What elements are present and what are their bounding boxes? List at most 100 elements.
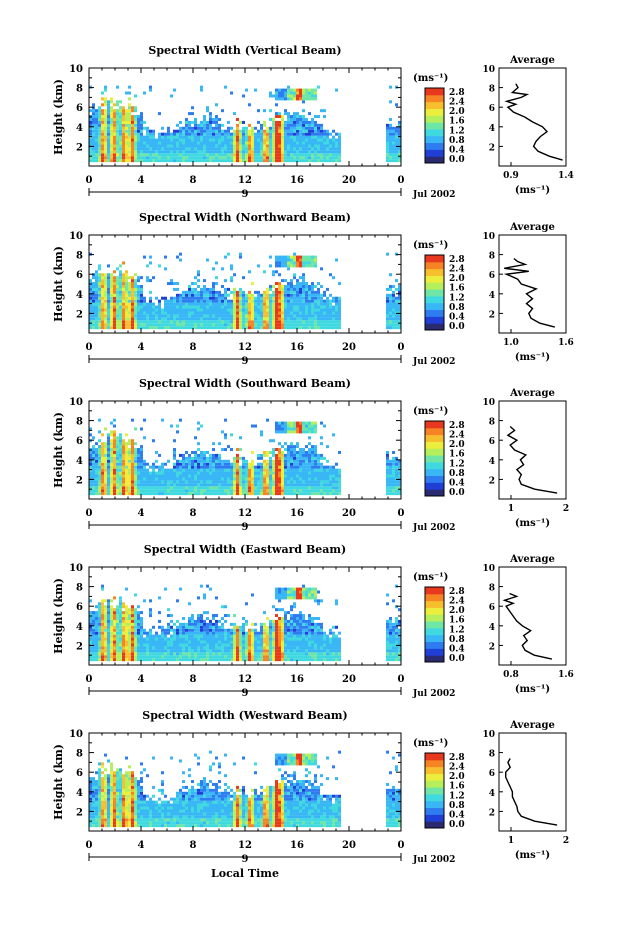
heatmap-cell: [134, 480, 137, 484]
heatmap-cell: [110, 115, 113, 119]
heatmap-cell: [104, 85, 107, 89]
heatmap-cell: [146, 640, 149, 644]
heatmap-cell: [317, 489, 320, 493]
heatmap-cell: [311, 120, 314, 124]
heatmap-cell: [152, 468, 155, 472]
heatmap-cell: [197, 296, 200, 300]
colorbar-tick-label: 2.8: [449, 88, 465, 98]
heatmap-cell: [107, 486, 110, 490]
heatmap-cell: [284, 459, 287, 463]
heatmap-cell: [218, 465, 221, 469]
heatmap-cell: [281, 421, 284, 425]
heatmap-cell: [173, 156, 176, 160]
heatmap-cell: [209, 462, 212, 466]
heatmap-cell: [245, 153, 248, 157]
heatmap-cell: [119, 115, 122, 119]
heatmap-cell: [104, 625, 107, 629]
heatmap-cell: [92, 159, 95, 163]
heatmap-cell: [98, 106, 101, 110]
heatmap-cell: [221, 109, 224, 113]
heatmap-cell: [155, 153, 158, 157]
heatmap-cell: [257, 138, 260, 142]
heatmap-cell: [134, 153, 137, 157]
heatmap-cell: [137, 483, 140, 487]
heatmap-cell: [176, 296, 179, 300]
heatmap-cell: [275, 255, 278, 259]
heatmap-cell: [311, 424, 314, 428]
heatmap-cell: [206, 480, 209, 484]
heatmap-cell: [392, 311, 395, 315]
heatmap-cell: [98, 276, 101, 280]
heatmap-cell: [164, 156, 167, 160]
heatmap-cell: [104, 276, 107, 280]
colorbar-swatch: [425, 427, 444, 436]
heatmap-cell: [131, 156, 134, 160]
heatmap-cell: [230, 326, 233, 330]
heatmap-cell: [338, 323, 341, 327]
heatmap-cell: [224, 483, 227, 487]
heatmap-cell: [143, 477, 146, 481]
heatmap-cell: [137, 622, 140, 626]
heatmap-cell: [128, 156, 131, 160]
heatmap-cell: [149, 255, 152, 259]
heatmap-cell: [254, 126, 257, 130]
heatmap-cell: [332, 129, 335, 133]
heatmap-cell: [302, 264, 305, 268]
heatmap-cell: [116, 459, 119, 463]
heatmap-cell: [320, 156, 323, 160]
heatmap-cell: [296, 471, 299, 475]
heatmap-cell: [185, 135, 188, 139]
heatmap-cell: [305, 430, 308, 434]
heatmap-cell: [149, 492, 152, 496]
heatmap-cell: [284, 150, 287, 154]
heatmap-cell: [314, 91, 317, 95]
heatmap-cell: [143, 492, 146, 496]
heatmap-cell: [104, 120, 107, 124]
heatmap-cell: [215, 299, 218, 303]
heatmap-cell: [290, 299, 293, 303]
heatmap-cell: [278, 144, 281, 148]
heatmap-cell: [170, 153, 173, 157]
heatmap-cell: [122, 326, 125, 330]
heatmap-cell: [287, 445, 290, 449]
heatmap-cell: [278, 153, 281, 157]
heatmap-cell: [92, 649, 95, 653]
heatmap-cell: [128, 290, 131, 294]
heatmap-cell: [173, 314, 176, 318]
heatmap-cell: [179, 159, 182, 163]
heatmap-cell: [329, 317, 332, 321]
heatmap-cell: [320, 308, 323, 312]
heatmap-cell: [290, 468, 293, 472]
colorbar-swatch: [425, 434, 444, 442]
heatmap-cell: [395, 299, 398, 303]
panel-title: Spectral Width (Eastward Beam): [144, 543, 346, 556]
heatmap-cell: [149, 599, 152, 603]
heatmap-cell: [200, 486, 203, 490]
heatmap-cell: [98, 614, 101, 618]
heatmap-cell: [92, 308, 95, 312]
heatmap-cell: [95, 302, 98, 306]
heatmap-cell: [275, 88, 278, 92]
heatmap-cell: [326, 445, 329, 449]
heatmap-cell: [119, 120, 122, 124]
heatmap-cell: [287, 117, 290, 121]
heatmap-cell: [137, 144, 140, 148]
heatmap-cell: [173, 474, 176, 478]
heatmap-cell: [140, 658, 143, 662]
heatmap-cell: [197, 456, 200, 460]
heatmap-cell: [269, 450, 272, 454]
heatmap-cell: [140, 655, 143, 659]
colorbar-swatch: [425, 255, 444, 263]
heatmap-cell: [95, 129, 98, 133]
heatmap-cell: [212, 141, 215, 145]
heatmap-cell: [176, 299, 179, 303]
heatmap-cell: [389, 465, 392, 469]
heatmap-cell: [167, 159, 170, 163]
heatmap-cell: [116, 123, 119, 127]
heatmap-cell: [116, 442, 119, 446]
heatmap-cell: [101, 138, 104, 142]
colorbar-swatch: [425, 135, 444, 144]
heatmap-cell: [140, 302, 143, 306]
heatmap-cell: [323, 293, 326, 297]
heatmap-cell: [317, 308, 320, 312]
